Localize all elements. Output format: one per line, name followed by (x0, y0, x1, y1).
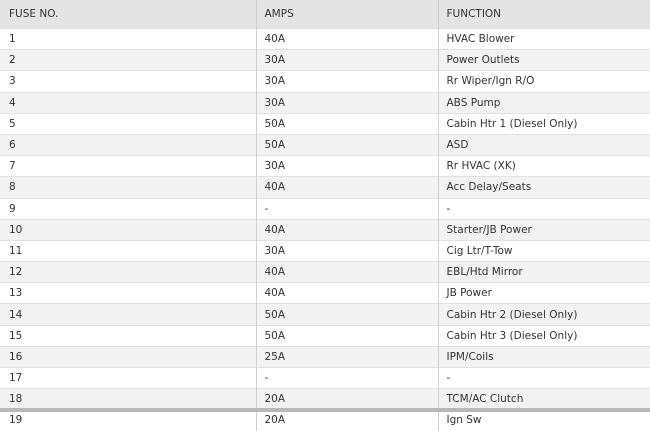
table-row: 12 40A EBL/Htd Mirror (0, 261, 650, 283)
table-row: 2 30A Power Outlets (0, 49, 650, 71)
table-cell: 40A (255, 176, 438, 198)
table-cell: Ign Sw (437, 409, 650, 431)
table-cell: 30A (255, 49, 438, 71)
header-cell: FUSE NO. (0, 0, 256, 29)
table-cell: 13 (0, 282, 256, 304)
table-cell: 2 (0, 49, 256, 71)
table-row: 16 25A IPM/Coils (0, 345, 650, 368)
table-cell: 25A (255, 345, 438, 368)
table-cell: - (437, 366, 650, 389)
table-cell: 17 (0, 366, 256, 389)
table-cell: 8 (0, 176, 256, 198)
table-cell: Acc Delay/Seats (437, 176, 650, 198)
table-cell: - (255, 366, 438, 389)
table-cell: 14 (0, 303, 256, 326)
table-cell: 20A (255, 409, 438, 431)
table-cell: ASD (437, 133, 650, 156)
table-cell: Rr HVAC (XK) (437, 155, 650, 177)
table-cell: 1 (0, 27, 256, 50)
table-cell: 20A (255, 388, 438, 410)
table-row: 8 40A Acc Delay/Seats (0, 176, 650, 198)
header-row: FUSE NO. AMPS FUNCTION (0, 0, 650, 29)
table-cell: 30A (255, 70, 438, 93)
table-row: 6 50A ASD (0, 133, 650, 156)
table-cell: 40A (255, 282, 438, 304)
table-cell: 11 (0, 239, 256, 262)
table-cell: Starter/JB Power (437, 218, 650, 241)
table-row: 17- - (0, 366, 650, 389)
table-cell: 15 (0, 324, 256, 347)
header-cell: FUNCTION (437, 0, 650, 29)
table-cell: 18 (0, 388, 256, 410)
table-cell: Cig Ltr/T-Tow (437, 239, 650, 262)
table-cell: 7 (0, 155, 256, 177)
table-cell: HVAC Blower (437, 27, 650, 50)
table-row: 10 40A Starter/JB Power (0, 218, 650, 241)
table-cell: Cabin Htr 1 (Diesel Only) (437, 112, 650, 135)
table-row: 14 50A Cabin Htr 2 (Diesel Only) (0, 303, 650, 326)
table-row: 5 50A Cabin Htr 1 (Diesel Only) (0, 112, 650, 135)
table-row: 18 20A TCM/AC Clutch (0, 388, 650, 410)
table-cell: 50A (255, 133, 438, 156)
table-cell: 40A (255, 261, 438, 283)
table-cell: 40A (255, 27, 438, 50)
table-cell: 4 (0, 91, 256, 114)
table-cell: 30A (255, 155, 438, 177)
table-row: 15 50A Cabin Htr 3 (Diesel Only) (0, 324, 650, 347)
table-row: 11 30A Cig Ltr/T-Tow (0, 239, 650, 262)
table-cell: Cabin Htr 3 (Diesel Only) (437, 324, 650, 347)
table-cell: TCM/AC Clutch (437, 388, 650, 410)
table-row: 19 20A Ign Sw (0, 409, 650, 431)
table-cell: 12 (0, 261, 256, 283)
table-cell: 30A (255, 91, 438, 114)
table-cell: IPM/Coils (437, 345, 650, 368)
table-row: 4 30A ABS Pump (0, 91, 650, 114)
table-head: FUSE NO. AMPS FUNCTION (0, 0, 650, 29)
table-cell: 5 (0, 112, 256, 135)
scroll-edge (0, 408, 650, 412)
table-cell: 3 (0, 70, 256, 93)
header-cell: AMPS (255, 0, 438, 29)
table-cell: Cabin Htr 2 (Diesel Only) (437, 303, 650, 326)
table-cell: 9 (0, 197, 256, 220)
table-cell: Power Outlets (437, 49, 650, 71)
table-cell: EBL/Htd Mirror (437, 261, 650, 283)
table-cell: 50A (255, 324, 438, 347)
table-cell: JB Power (437, 282, 650, 304)
table-cell: Rr Wiper/Ign R/O (437, 70, 650, 93)
table-cell: 50A (255, 112, 438, 135)
table-row: 9-- (0, 197, 650, 220)
table-row: 3 30A Rr Wiper/Ign R/O (0, 70, 650, 93)
table-cell: ABS Pump (437, 91, 650, 114)
table-row: 7 30A Rr HVAC (XK) (0, 155, 650, 177)
table-cell: 19 (0, 409, 256, 431)
table-cell: 50A (255, 303, 438, 326)
table-body: 1 40A HVAC Blower 2 30A Power Outlets 3 30A Rr W… (0, 27, 650, 431)
table-cell: - (437, 197, 650, 220)
table-cell: 10 (0, 218, 256, 241)
table-cell: 6 (0, 133, 256, 156)
table-cell: 40A (255, 218, 438, 241)
table-cell: - (255, 197, 438, 220)
table-cell: 16 (0, 345, 256, 368)
table-row: 13 40A JB Power (0, 282, 650, 304)
table-cell: 30A (255, 239, 438, 262)
table-row: 1 40A HVAC Blower (0, 27, 650, 50)
